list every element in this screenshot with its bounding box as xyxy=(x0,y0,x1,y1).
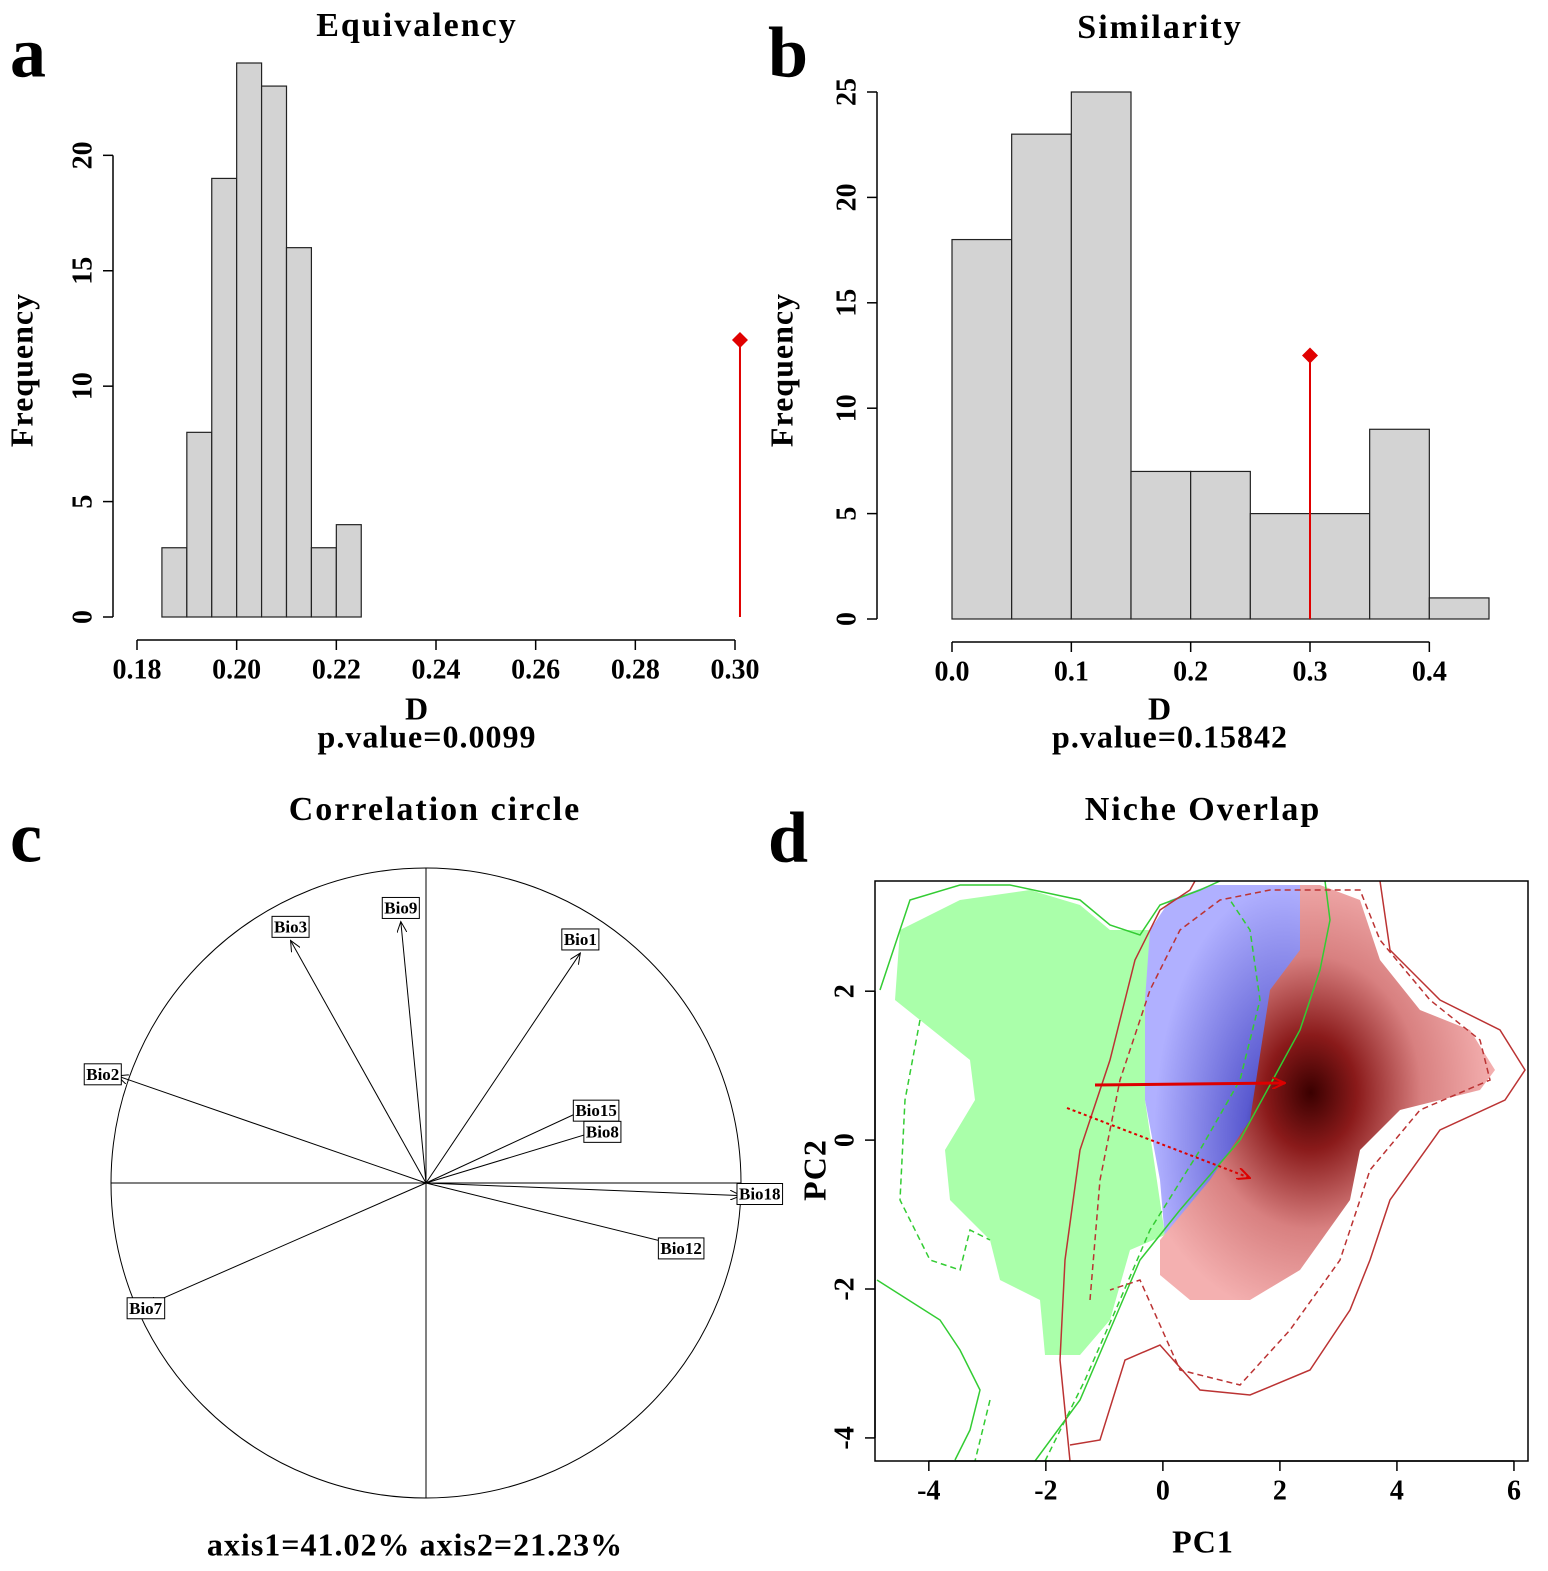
bar xyxy=(285,247,313,618)
x-tick-label: 0.18 xyxy=(113,654,162,685)
loading-arrow xyxy=(425,1182,741,1196)
observed-point xyxy=(1302,347,1318,364)
label-box xyxy=(381,896,420,919)
variable-label: Bio1 xyxy=(564,930,597,949)
bar xyxy=(211,177,238,618)
p-value: p.value=0.15842 xyxy=(1052,718,1288,754)
panel-letter: a xyxy=(10,13,46,93)
y-tick-label: 10 xyxy=(67,372,98,400)
x-tick-label: 2 xyxy=(1273,1475,1287,1506)
y-tick-label: 10 xyxy=(831,394,862,422)
y-tick-label: 20 xyxy=(67,141,98,169)
x-tick-label: 0.24 xyxy=(412,654,461,685)
y-tick-label: -2 xyxy=(829,1277,860,1300)
x-tick-label: 0.0 xyxy=(935,656,970,687)
observed-point xyxy=(731,332,748,348)
loading-arrow xyxy=(425,953,580,1184)
x-axis-label: D xyxy=(405,690,429,726)
x-tick-label: 0.3 xyxy=(1293,656,1328,687)
x-tick-label: -2 xyxy=(1034,1475,1057,1506)
footer: axis1=41.02% axis2=21.23% xyxy=(207,1526,623,1562)
bar xyxy=(335,524,362,618)
label-box xyxy=(657,1237,705,1260)
bar xyxy=(1249,512,1311,620)
y-tick-label: 15 xyxy=(67,257,98,285)
x-tick-label: 0.22 xyxy=(312,654,361,685)
panel-letter: b xyxy=(768,13,808,93)
chart-title: Niche Overlap xyxy=(1085,791,1322,828)
chart-title: Correlation circle xyxy=(289,791,581,828)
bar xyxy=(1369,428,1430,620)
y-tick-label: 20 xyxy=(831,183,862,211)
y-tick-label: 2 xyxy=(829,984,860,998)
bar xyxy=(1428,597,1490,620)
loading-arrow xyxy=(425,1129,602,1184)
chart-title: Similarity xyxy=(1077,9,1242,46)
x-tick-label: 0.20 xyxy=(212,654,261,685)
loading-arrow xyxy=(146,1182,427,1306)
label-box xyxy=(271,915,310,938)
y-axis-label: PC2 xyxy=(796,1139,832,1201)
bar xyxy=(951,238,1013,620)
x-tick-label: 0 xyxy=(1156,1475,1170,1506)
variable-label: Bio18 xyxy=(739,1185,781,1204)
x-tick-label: 4 xyxy=(1390,1475,1404,1506)
y-axis-label: Frequency xyxy=(763,293,799,447)
label-box xyxy=(736,1183,784,1206)
y-tick-label: 0 xyxy=(829,1133,860,1147)
x-tick-label: -4 xyxy=(917,1475,940,1506)
variable-label: Bio9 xyxy=(384,898,417,917)
x-tick-label: 0.30 xyxy=(711,654,760,685)
y-tick-label: 5 xyxy=(831,507,862,521)
loading-arrow xyxy=(117,1076,427,1184)
loading-arrow xyxy=(425,1182,681,1246)
niche-density xyxy=(876,881,1526,1461)
p-value: p.value=0.0099 xyxy=(318,718,537,754)
variable-label: Bio7 xyxy=(129,1299,163,1318)
variable-label: Bio15 xyxy=(575,1101,617,1120)
bar xyxy=(186,431,213,618)
x-tick-label: 0.1 xyxy=(1054,656,1089,687)
panel-letter: c xyxy=(10,798,42,878)
panel-letter: d xyxy=(768,798,808,878)
variable-label: Bio2 xyxy=(86,1065,119,1084)
label-box xyxy=(561,928,600,951)
bar xyxy=(310,547,337,618)
bar xyxy=(1309,512,1371,620)
x-tick-label: 0.28 xyxy=(611,654,660,685)
x-tick-label: 0.2 xyxy=(1173,656,1208,687)
y-axis-label: Frequency xyxy=(3,293,39,447)
chart-title: Equivalency xyxy=(316,7,517,44)
y-tick-label: 0 xyxy=(831,612,862,626)
variable-label: Bio12 xyxy=(660,1239,702,1258)
bar xyxy=(1011,133,1072,620)
variable-label: Bio8 xyxy=(586,1122,619,1141)
x-axis-label: PC1 xyxy=(1172,1523,1234,1559)
bar xyxy=(1130,470,1192,620)
loading-arrow xyxy=(425,1104,596,1184)
bar xyxy=(260,85,288,618)
y-tick-label: -4 xyxy=(829,1426,860,1449)
x-tick-label: 0.4 xyxy=(1412,656,1447,687)
bar xyxy=(1070,91,1132,620)
x-tick-label: 6 xyxy=(1507,1475,1521,1506)
x-tick-label: 0.26 xyxy=(511,654,560,685)
bar xyxy=(1190,470,1251,620)
label-box xyxy=(126,1297,166,1320)
label-box xyxy=(83,1063,122,1086)
y-tick-label: 0 xyxy=(67,610,98,624)
label-box xyxy=(583,1120,622,1143)
loading-arrow xyxy=(291,940,427,1184)
x-axis-label: D xyxy=(1148,690,1172,726)
y-tick-label: 15 xyxy=(831,289,862,317)
bar xyxy=(161,547,188,618)
loading-arrow xyxy=(401,922,427,1184)
variable-label: Bio3 xyxy=(274,917,307,936)
y-tick-label: 5 xyxy=(67,495,98,509)
y-tick-label: 25 xyxy=(831,78,862,106)
bar xyxy=(236,62,263,618)
